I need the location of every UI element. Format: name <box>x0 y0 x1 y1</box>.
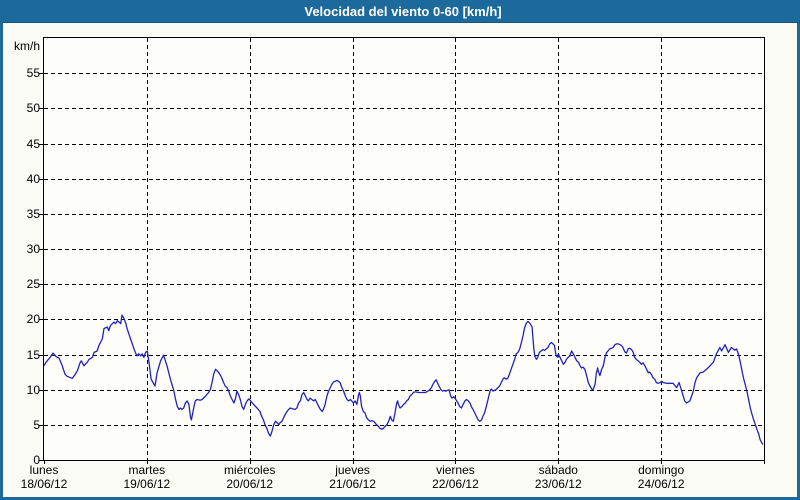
y-axis-tick-label-40: 40 <box>26 171 40 186</box>
day-date: 22/06/12 <box>432 476 479 491</box>
day-name: domingo <box>638 463 685 477</box>
y-axis-tick-label-30: 30 <box>26 242 40 256</box>
y-axis-tick-label-5: 5 <box>33 417 40 432</box>
day-name: lunes <box>29 463 59 477</box>
day-date: 20/06/12 <box>226 476 274 491</box>
day-name: viernes <box>436 463 475 477</box>
x-axis-day-label-lunes: lunes 18/06/12 <box>0 463 96 491</box>
wind-speed-line-chart <box>39 38 765 464</box>
day-name: miércoles <box>224 463 276 477</box>
y-axis-unit-label: km/h <box>13 39 40 53</box>
day-date: 23/06/12 <box>534 476 582 491</box>
plot-area <box>39 37 765 464</box>
y-axis-tick-label-50: 50 <box>26 101 40 116</box>
chart-title-bar: Velocidad del viento 0-60 [km/h] <box>3 0 800 23</box>
day-date: 19/06/12 <box>123 476 171 491</box>
x-axis-day-label-jueves: jueves 21/06/12 <box>301 463 405 491</box>
day-date: 24/06/12 <box>637 476 685 491</box>
y-axis-tick-label-0: 0 <box>33 453 40 467</box>
day-name: sábado <box>538 463 578 477</box>
day-name: jueves <box>335 463 370 477</box>
day-date: 21/06/12 <box>329 476 376 491</box>
day-date: 18/06/12 <box>20 476 68 491</box>
y-axis-tick-label-55: 55 <box>26 66 40 81</box>
y-axis-tick-label-15: 15 <box>26 347 40 362</box>
y-axis-tick-label-35: 35 <box>26 206 40 221</box>
y-axis-tick-label-45: 45 <box>26 136 40 151</box>
x-axis-day-label-viernes: viernes 22/06/12 <box>403 463 507 491</box>
x-axis-day-label-sábado: sábado 23/06/12 <box>506 463 610 491</box>
x-axis-day-label-martes: martes 19/06/12 <box>95 463 199 491</box>
y-axis-tick-label-10: 10 <box>26 382 40 397</box>
day-name: martes <box>128 463 166 477</box>
x-axis-day-label-domingo: domingo 24/06/12 <box>609 463 713 491</box>
x-axis-day-label-miércoles: miércoles 20/06/12 <box>198 463 302 491</box>
wind-speed-series-line <box>43 314 764 445</box>
y-axis-tick-label-20: 20 <box>26 312 40 327</box>
y-axis-tick-label-25: 25 <box>26 277 40 292</box>
chart-title: Velocidad del viento 0-60 [km/h] <box>304 4 502 19</box>
